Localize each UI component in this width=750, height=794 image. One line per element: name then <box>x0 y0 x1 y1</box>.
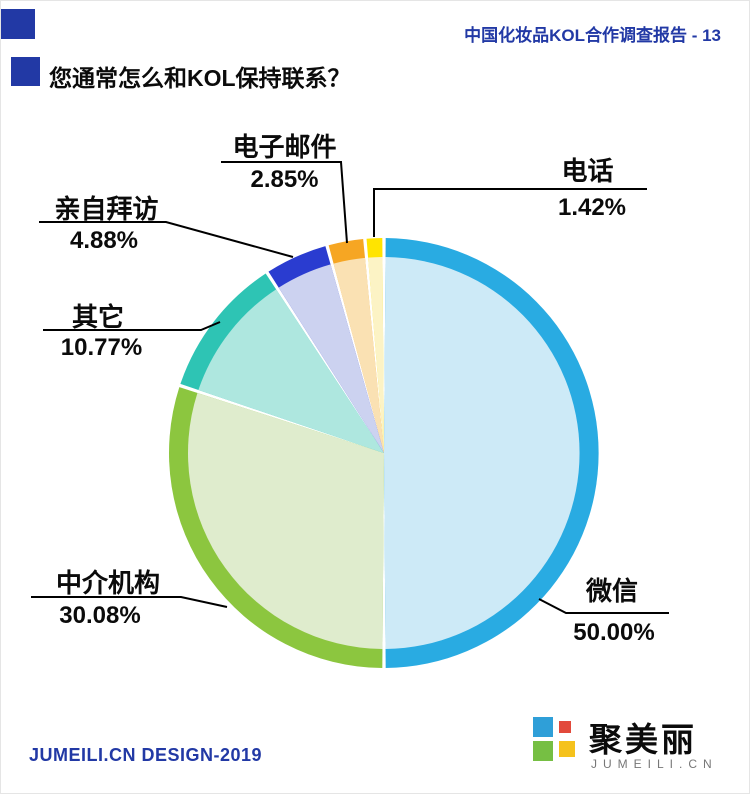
leader-line-wechat <box>538 598 669 614</box>
pie-slice-fill-2 <box>198 289 384 453</box>
slice-label-wechat: 微信 <box>585 576 638 606</box>
pie-slice-fill-3 <box>278 264 384 453</box>
slice-label-visit: 亲自拜访 <box>54 194 159 224</box>
corner-accent-square <box>1 9 35 39</box>
report-header-title: 中国化妆品KOL合作调查报告 - 13 <box>464 26 721 45</box>
logo-red-square <box>559 721 571 733</box>
slice-percent-email: 2.85% <box>250 166 319 193</box>
slice-percent-wechat: 50.00% <box>573 619 655 646</box>
slice-percent-visit: 4.88% <box>69 227 139 254</box>
slice-percent-agency: 30.08% <box>59 602 141 629</box>
brand-logo-block: 聚美丽 JUMEILI.CN <box>533 713 723 777</box>
logo-green-square <box>533 741 553 761</box>
slice-percent-phone: 1.42% <box>557 194 627 221</box>
pie-slice-fill-4 <box>333 257 384 453</box>
brand-domain: JUMEILI.CN <box>591 757 718 771</box>
pie-slice-fill-1 <box>187 392 384 649</box>
pie-slice-fill-5 <box>368 257 384 453</box>
leader-line-phone <box>373 188 647 237</box>
pie-slice-fill-0 <box>384 257 580 649</box>
page-title: 您通常怎么和KOL保持联系？ <box>49 65 351 91</box>
title-bullet-square <box>11 57 40 86</box>
slice-label-email: 电子邮件 <box>232 132 337 162</box>
leader-line-visit <box>39 221 294 258</box>
brand-name: 聚美丽 <box>589 721 697 758</box>
slice-label-agency: 中介机构 <box>55 568 160 598</box>
brand-logo-icon <box>533 717 579 763</box>
slice-percent-other: 10.77% <box>60 334 143 361</box>
logo-yellow-square <box>559 741 575 757</box>
leader-line-agency <box>31 596 228 608</box>
slice-label-phone: 电话 <box>561 156 614 186</box>
slice-label-other: 其它 <box>71 302 124 332</box>
leader-line-other <box>43 321 221 331</box>
leader-line-email <box>221 161 348 244</box>
footer-credit: JUMEILI.CN DESIGN-2019 <box>29 745 263 765</box>
logo-blue-square <box>533 717 553 737</box>
